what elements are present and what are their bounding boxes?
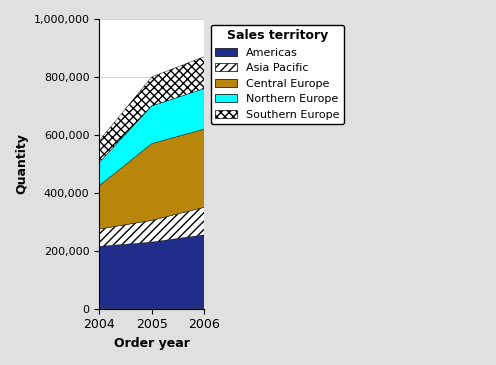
X-axis label: Order year: Order year [114,337,189,350]
Y-axis label: Quantity: Quantity [15,134,28,194]
Legend: Americas, Asia Pacific, Central Europe, Northern Europe, Southern Europe: Americas, Asia Pacific, Central Europe, … [211,24,344,124]
